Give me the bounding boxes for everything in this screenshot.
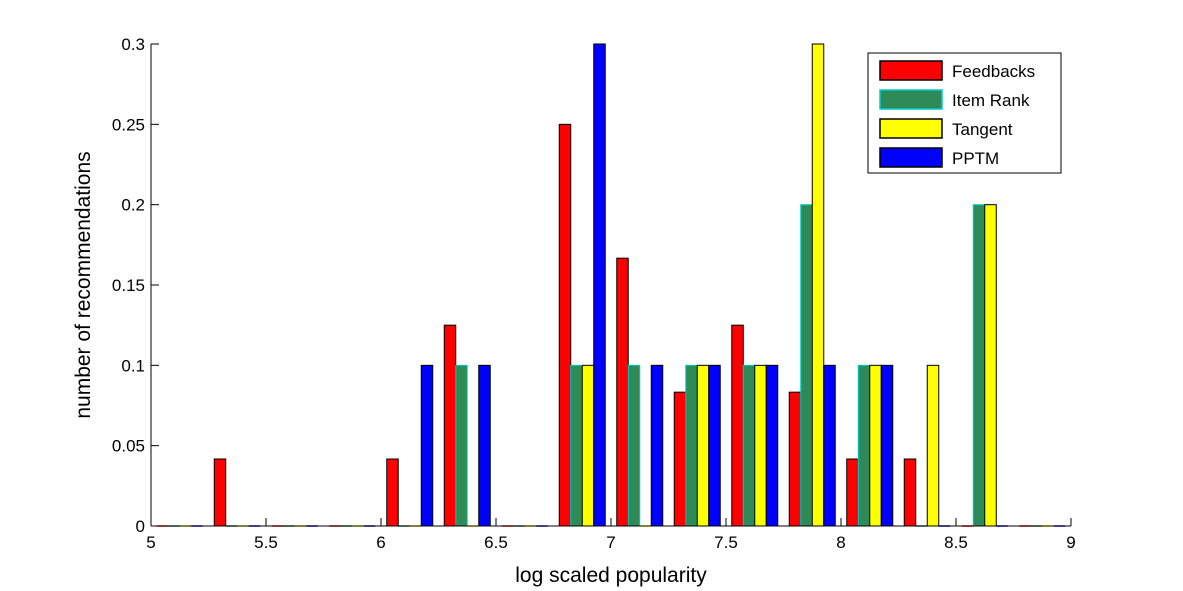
legend-label-tangent: Tangent [952, 120, 1013, 139]
bar-tangent-12 [869, 364, 882, 527]
bar-item-rank-12 [857, 364, 871, 527]
x-tick-label: 6.5 [484, 533, 508, 552]
x-tick-label: 8.5 [944, 533, 968, 552]
bar-item-rank-14 [972, 204, 986, 527]
legend-label-feedbacks: Feedbacks [952, 62, 1035, 81]
y-tick-label: 0.3 [121, 35, 145, 54]
bar-item-rank-5 [455, 364, 468, 527]
legend-swatch-feedbacks [879, 60, 943, 81]
legend-swatch-tangent [879, 118, 943, 139]
bar-pptm-4 [420, 364, 434, 527]
bar-item-rank-8 [627, 364, 641, 527]
x-tick-label: 8 [836, 533, 845, 552]
bar-tangent-9 [696, 364, 710, 527]
y-tick-label: 0.15 [112, 276, 145, 295]
bar-pptm-12 [880, 364, 894, 527]
bar-item-rank-9 [685, 364, 698, 527]
bar-feedbacks-7 [558, 123, 572, 527]
legend-swatch-item-rank [879, 89, 943, 110]
bar-pptm-10 [765, 364, 779, 527]
x-axis-title: log scaled popularity [515, 564, 707, 587]
legend-swatch-pptm [879, 147, 943, 168]
legend-label-item-rank: Item Rank [952, 91, 1030, 110]
bar-tangent-10 [754, 364, 767, 527]
bar-feedbacks-8 [616, 257, 629, 527]
x-tick-label: 5 [146, 533, 155, 552]
x-tick-label: 5.5 [254, 533, 278, 552]
bar-pptm-9 [708, 364, 721, 527]
legend: Feedbacks Item Rank Tangent PPTM [867, 52, 1062, 174]
bar-tangent-11 [811, 43, 825, 527]
y-tick-label: 0.05 [112, 437, 145, 456]
x-tick-label: 7 [606, 533, 615, 552]
bar-feedbacks-11 [788, 391, 802, 527]
y-tick-label: 0.2 [121, 196, 145, 215]
bar-item-rank-7 [570, 364, 583, 527]
bar-feedbacks-5 [443, 324, 457, 527]
x-tick-label: 7.5 [714, 533, 738, 552]
bar-pptm-5 [478, 364, 491, 527]
bar-pptm-11 [823, 364, 836, 527]
bar-feedbacks-9 [673, 391, 687, 527]
bar-tangent-7 [581, 364, 595, 527]
bar-pptm-8 [650, 364, 664, 527]
bar-feedbacks-1 [213, 458, 227, 527]
bar-feedbacks-12 [846, 458, 859, 527]
bar-feedbacks-13 [903, 458, 917, 527]
y-axis-title: number of recommendations [72, 151, 95, 418]
bar-tangent-14 [984, 204, 997, 527]
bar-item-rank-11 [800, 204, 813, 527]
bar-feedbacks-4 [386, 458, 399, 527]
bar-feedbacks-10 [731, 324, 744, 527]
bar-pptm-7 [593, 43, 606, 527]
axes-layer: 5 5.5 6 6.5 7 7.5 8 8.5 9 0 0.05 0.1 0.15 0.2 0.25 0.3 [112, 35, 1076, 552]
y-tick-label: 0.1 [121, 356, 145, 375]
y-tick-label: 0 [136, 517, 145, 536]
bars-layer [156, 43, 1066, 527]
x-tick-label: 9 [1066, 533, 1075, 552]
bar-tangent-13 [926, 364, 940, 527]
legend-label-pptm: PPTM [952, 149, 999, 168]
bar-item-rank-10 [742, 364, 756, 527]
x-tick-label: 6 [376, 533, 385, 552]
y-tick-label: 0.25 [112, 115, 145, 134]
